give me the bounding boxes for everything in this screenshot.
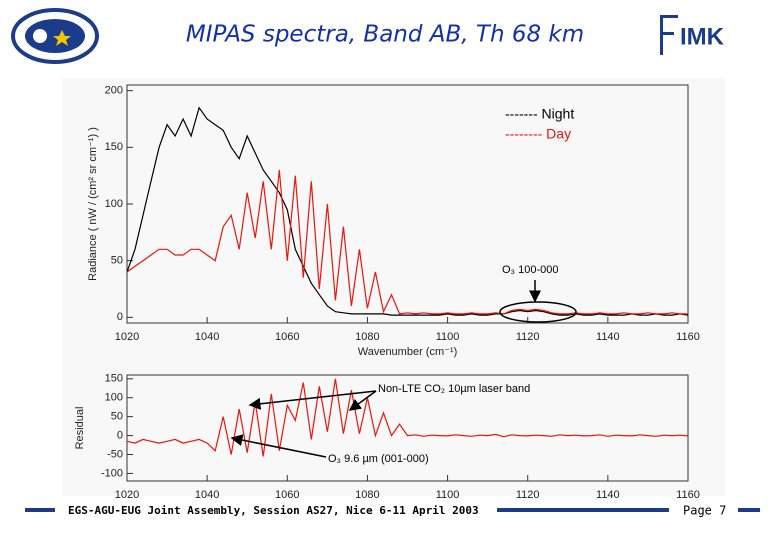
x-tick-label: 1160 xyxy=(676,331,700,343)
x-tick-label: 1080 xyxy=(355,489,379,501)
x-tick-label: 1040 xyxy=(195,331,219,343)
footer-bar xyxy=(497,508,669,512)
footer-text: EGS-AGU-EUG Joint Assembly, Session AS27… xyxy=(68,504,479,517)
y-tick-label: 100 xyxy=(105,392,123,404)
y-tick-label: 200 xyxy=(105,85,123,97)
y-tick-label: 100 xyxy=(105,198,123,210)
y-tick-label: 50 xyxy=(111,411,123,423)
x-tick-label: 1040 xyxy=(195,489,219,501)
annotation-arrow xyxy=(230,434,327,458)
annotation-arrow xyxy=(248,390,377,410)
annotation: O₃ 9.6 µm (001-000) xyxy=(328,453,429,465)
x-tick-label: 1140 xyxy=(596,489,620,501)
y-tick-label: 150 xyxy=(105,373,123,385)
annotation-arrow xyxy=(348,390,377,411)
spectrum-line xyxy=(126,106,689,316)
x-tick-label: 1080 xyxy=(355,331,379,343)
y-tick-label: 0 xyxy=(117,311,123,323)
y-tick-label: -50 xyxy=(107,448,123,460)
footer-bar xyxy=(25,508,55,512)
y-tick-label: 50 xyxy=(111,255,123,267)
page-number: Page 7 xyxy=(683,504,726,518)
imk-logo-text: IMK xyxy=(680,23,725,50)
plots: 0 50 100 150 200 1020 1040 1060 1080 1100 1120 1140… xyxy=(74,84,700,501)
y-tick-label: 0 xyxy=(117,429,123,441)
imk-logo xyxy=(660,15,678,55)
y-tick-label: -100 xyxy=(101,467,123,479)
x-tick-label: 1140 xyxy=(596,331,620,343)
x-tick-label: 1120 xyxy=(516,489,540,501)
plot-frame xyxy=(126,374,689,482)
slide-title: MIPAS spectra, Band AB, Th 68 km xyxy=(186,22,584,48)
x-tick-label: 1060 xyxy=(275,489,299,501)
annotation: Non-LTE CO₂ 10µm laser band xyxy=(378,383,530,395)
y-axis-title: Residual xyxy=(74,407,86,450)
institute-logo xyxy=(11,8,99,64)
x-tick-label: 1020 xyxy=(115,489,139,501)
spectrum-line xyxy=(126,169,688,315)
x-tick-label: 1020 xyxy=(115,331,139,343)
x-tick-label: 1120 xyxy=(516,331,540,343)
x-tick-label: 1100 xyxy=(436,331,460,343)
legend-label: ------- Night xyxy=(505,106,574,122)
annotation: O₃ 100-000 xyxy=(502,264,558,276)
y-tick-label: 150 xyxy=(105,141,123,153)
legend-label: -------- Day xyxy=(505,126,571,142)
footer-bar xyxy=(738,508,760,512)
spectrum-line xyxy=(126,378,689,457)
x-axis-title: Wavenumber (cm⁻¹) xyxy=(358,346,458,358)
x-tick-label: 1160 xyxy=(676,489,700,501)
x-tick-label: 1060 xyxy=(275,331,299,343)
chart-panel xyxy=(62,78,725,496)
x-tick-label: 1100 xyxy=(436,489,460,501)
y-axis-title: Radiance ( nW / (cm² sr cm⁻¹) ) xyxy=(87,127,99,281)
